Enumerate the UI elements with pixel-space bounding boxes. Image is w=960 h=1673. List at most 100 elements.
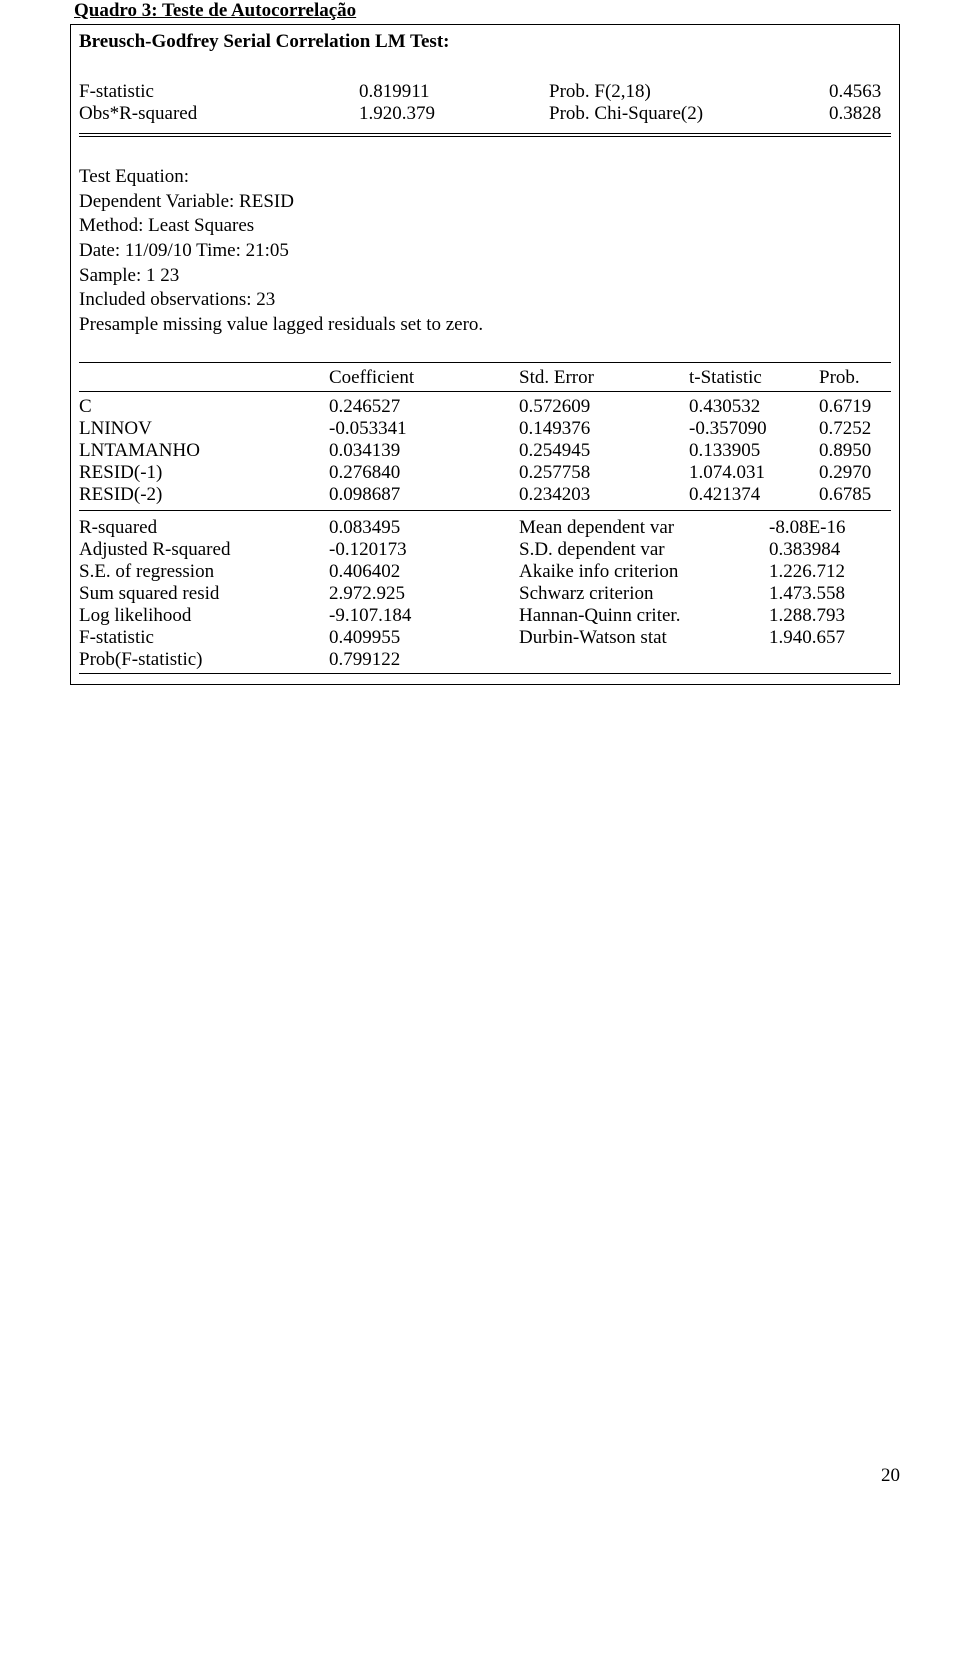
meta-dependent: Dependent Variable: RESID — [79, 190, 891, 215]
stat-label: Adjusted R-squared — [79, 539, 319, 561]
stat-val2: 1.288.793 — [769, 605, 899, 627]
stat-label2: Schwarz criterion — [519, 583, 769, 605]
label-prob-chi: Prob. Chi-Square(2) — [549, 103, 829, 125]
stat-val: 0.083495 — [319, 517, 519, 539]
header-prob: Prob. — [819, 367, 899, 389]
coef-header-row: Coefficient Std. Error t-Statistic Prob. — [79, 367, 891, 389]
coef-t: 1.074.031 — [689, 462, 819, 484]
label-obs-r2: Obs*R-squared — [79, 103, 319, 125]
stat-row-probf: Prob(F-statistic) 0.799122 — [79, 649, 891, 671]
coef-label: RESID(-1) — [79, 462, 319, 484]
stat-val: 0.406402 — [319, 561, 519, 583]
stat-val2: 1.940.657 — [769, 627, 899, 649]
divider-thin-3 — [79, 510, 891, 511]
test-subtitle: Breusch-Godfrey Serial Correlation LM Te… — [79, 31, 891, 53]
value-obs-r2: 1.920.379 — [319, 103, 549, 125]
coef-t: 0.133905 — [689, 440, 819, 462]
header-tstat: t-Statistic — [689, 367, 819, 389]
coef-row-c: C 0.246527 0.572609 0.430532 0.6719 — [79, 396, 891, 418]
stat-val: -0.120173 — [319, 539, 519, 561]
label-f-statistic: F-statistic — [79, 81, 319, 103]
stat-label: Prob(F-statistic) — [79, 649, 319, 671]
meta-block: Test Equation: Dependent Variable: RESID… — [79, 165, 891, 338]
coef-se: 0.234203 — [519, 484, 689, 506]
stat-val2: -8.08E-16 — [769, 517, 899, 539]
header-stderror: Std. Error — [519, 367, 689, 389]
top-row-2: Obs*R-squared 1.920.379 Prob. Chi-Square… — [79, 103, 891, 125]
coef-p: 0.8950 — [819, 440, 899, 462]
stat-label: S.E. of regression — [79, 561, 319, 583]
stat-label2: Akaike info criterion — [519, 561, 769, 583]
value-f-statistic: 0.819911 — [319, 81, 549, 103]
stat-label: F-statistic — [79, 627, 319, 649]
coef-p: 0.7252 — [819, 418, 899, 440]
stat-val: 0.409955 — [319, 627, 519, 649]
divider-double — [79, 133, 891, 137]
coef-se: 0.254945 — [519, 440, 689, 462]
meta-included: Included observations: 23 — [79, 288, 891, 313]
stat-row-ll: Log likelihood -9.107.184 Hannan-Quinn c… — [79, 605, 891, 627]
stat-val: 0.799122 — [319, 649, 519, 671]
meta-test-equation: Test Equation: — [79, 165, 891, 190]
coef-p: 0.6785 — [819, 484, 899, 506]
coef-t: 0.430532 — [689, 396, 819, 418]
page-number: 20 — [0, 1465, 960, 1487]
coef-row-resid1: RESID(-1) 0.276840 0.257758 1.074.031 0.… — [79, 462, 891, 484]
coef-block: C 0.246527 0.572609 0.430532 0.6719 LNIN… — [79, 396, 891, 506]
stat-label2: Mean dependent var — [519, 517, 769, 539]
stat-block: R-squared 0.083495 Mean dependent var -8… — [79, 517, 891, 671]
coef-t: -0.357090 — [689, 418, 819, 440]
stat-label2 — [519, 649, 769, 671]
stat-val2: 1.226.712 — [769, 561, 899, 583]
stat-row-r2: R-squared 0.083495 Mean dependent var -8… — [79, 517, 891, 539]
coef-se: 0.149376 — [519, 418, 689, 440]
eviews-output-box: Breusch-Godfrey Serial Correlation LM Te… — [70, 24, 900, 685]
coef-se: 0.572609 — [519, 396, 689, 418]
meta-date: Date: 11/09/10 Time: 21:05 — [79, 239, 891, 264]
coef-p: 0.6719 — [819, 396, 899, 418]
meta-method: Method: Least Squares — [79, 214, 891, 239]
stat-val2: 1.473.558 — [769, 583, 899, 605]
stat-row-adjr2: Adjusted R-squared -0.120173 S.D. depend… — [79, 539, 891, 561]
stat-val2: 0.383984 — [769, 539, 899, 561]
coef-se: 0.257758 — [519, 462, 689, 484]
coef-label: RESID(-2) — [79, 484, 319, 506]
coef-label: LNTAMANHO — [79, 440, 319, 462]
stat-row-ssr: Sum squared resid 2.972.925 Schwarz crit… — [79, 583, 891, 605]
label-prob-f: Prob. F(2,18) — [549, 81, 829, 103]
header-blank — [79, 367, 319, 389]
coef-p: 0.2970 — [819, 462, 899, 484]
table-title: Quadro 3: Teste de Autocorrelação — [74, 0, 900, 22]
coef-val: -0.053341 — [319, 418, 519, 440]
coef-label: C — [79, 396, 319, 418]
meta-sample: Sample: 1 23 — [79, 264, 891, 289]
value-prob-chi: 0.3828 — [829, 103, 929, 125]
coef-row-lninov: LNINOV -0.053341 0.149376 -0.357090 0.72… — [79, 418, 891, 440]
divider-thin-2 — [79, 391, 891, 392]
stat-label2: Durbin-Watson stat — [519, 627, 769, 649]
coef-val: 0.098687 — [319, 484, 519, 506]
stat-label: Sum squared resid — [79, 583, 319, 605]
stat-label2: S.D. dependent var — [519, 539, 769, 561]
coef-t: 0.421374 — [689, 484, 819, 506]
stat-val2 — [769, 649, 899, 671]
coef-row-resid2: RESID(-2) 0.098687 0.234203 0.421374 0.6… — [79, 484, 891, 506]
coef-row-lntamanho: LNTAMANHO 0.034139 0.254945 0.133905 0.8… — [79, 440, 891, 462]
meta-presample: Presample missing value lagged residuals… — [79, 313, 891, 338]
divider-thin-4 — [79, 673, 891, 674]
coef-val: 0.034139 — [319, 440, 519, 462]
stat-row-fstat: F-statistic 0.409955 Durbin-Watson stat … — [79, 627, 891, 649]
stat-val: -9.107.184 — [319, 605, 519, 627]
stat-val: 2.972.925 — [319, 583, 519, 605]
value-prob-f: 0.4563 — [829, 81, 929, 103]
stat-label2: Hannan-Quinn criter. — [519, 605, 769, 627]
stat-row-se: S.E. of regression 0.406402 Akaike info … — [79, 561, 891, 583]
header-coefficient: Coefficient — [319, 367, 519, 389]
stat-label: R-squared — [79, 517, 319, 539]
top-row-1: F-statistic 0.819911 Prob. F(2,18) 0.456… — [79, 81, 891, 103]
divider-thin-1 — [79, 362, 891, 363]
coef-val: 0.246527 — [319, 396, 519, 418]
coef-label: LNINOV — [79, 418, 319, 440]
coef-val: 0.276840 — [319, 462, 519, 484]
stat-label: Log likelihood — [79, 605, 319, 627]
